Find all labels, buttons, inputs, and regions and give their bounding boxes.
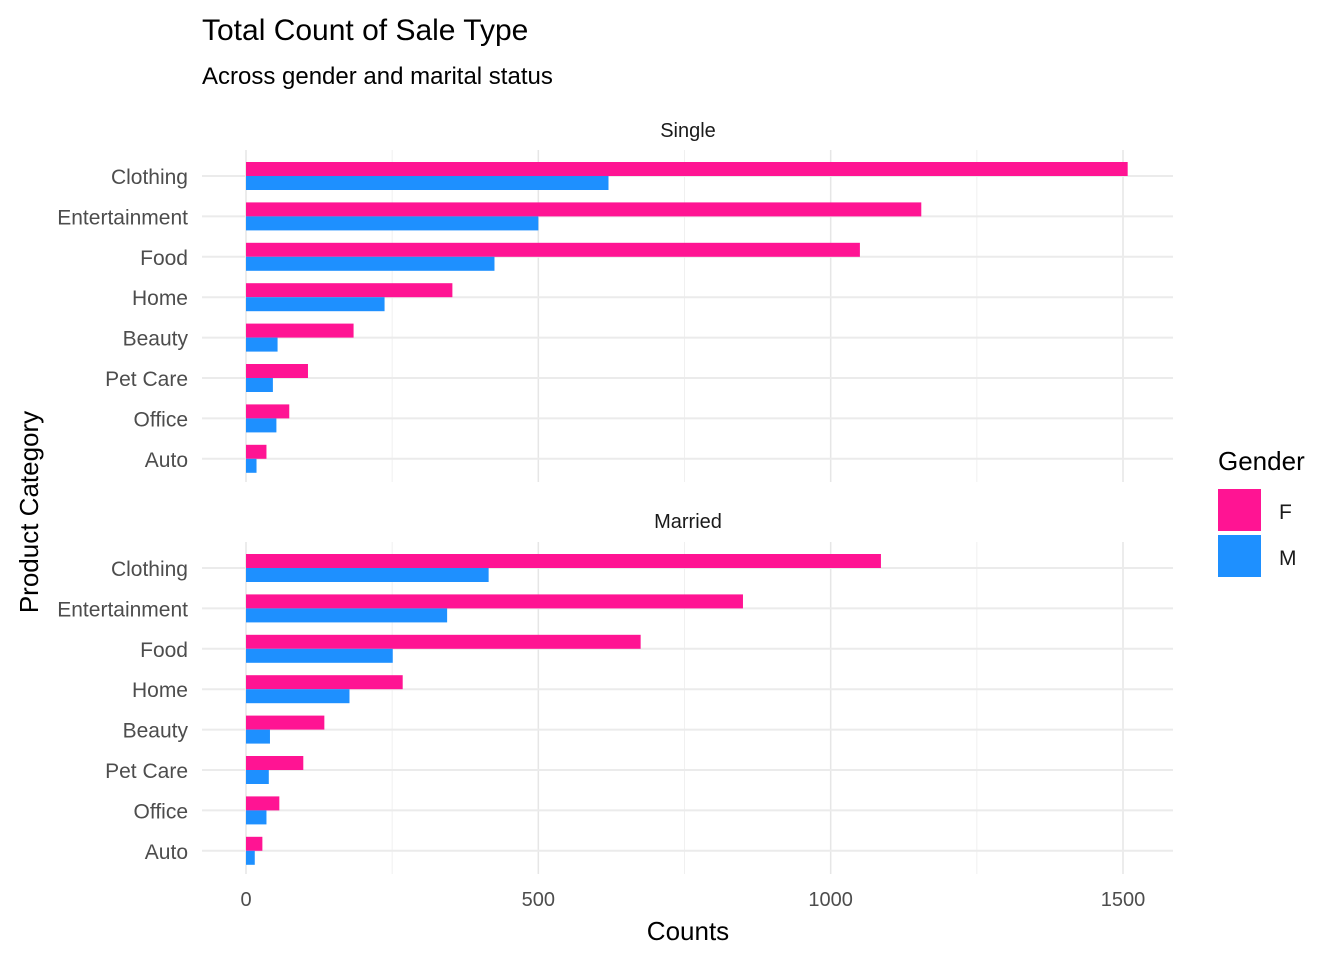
bar-f-pet-care bbox=[246, 756, 304, 770]
bar-f-entertainment bbox=[246, 202, 922, 217]
bar-m-home bbox=[246, 297, 385, 312]
facet-panels: Single Clothing Entertainment Food Home Beaut… bbox=[57, 120, 1173, 911]
category-label: Food bbox=[140, 247, 188, 270]
bar-m-office bbox=[246, 810, 267, 825]
bar-f-home bbox=[246, 675, 403, 690]
category-label: Entertainment bbox=[57, 206, 188, 229]
legend-swatch-f bbox=[1218, 489, 1261, 531]
bar-f-beauty bbox=[246, 715, 325, 730]
bar-f-office bbox=[246, 404, 290, 419]
bar-m-clothing bbox=[246, 176, 609, 190]
bar-f-clothing bbox=[246, 162, 1128, 176]
bar-m-entertainment bbox=[246, 608, 448, 623]
category-label: Pet Care bbox=[105, 368, 188, 391]
bar-f-food bbox=[246, 242, 860, 257]
chart-title: Total Count of Sale Type bbox=[202, 14, 528, 47]
facet-panel-married: Married Clothing Entertainment Food Home Beau… bbox=[57, 511, 1173, 874]
category-label: Office bbox=[134, 800, 188, 823]
bar-f-pet-care bbox=[246, 364, 308, 378]
category-label: Beauty bbox=[123, 328, 189, 351]
bar-f-office bbox=[246, 796, 280, 811]
bar-f-auto bbox=[246, 836, 263, 851]
y-axis-title: Product Category bbox=[14, 411, 44, 613]
bar-m-clothing bbox=[246, 568, 489, 582]
category-label: Office bbox=[134, 408, 188, 431]
facet-label: Single bbox=[660, 120, 716, 142]
category-label: Auto bbox=[145, 449, 188, 472]
bar-m-auto bbox=[246, 458, 257, 473]
bar-m-pet-care bbox=[246, 770, 269, 784]
bar-m-beauty bbox=[246, 337, 278, 352]
bar-m-entertainment bbox=[246, 216, 539, 231]
bar-m-beauty bbox=[246, 729, 270, 744]
legend-title: Gender bbox=[1218, 446, 1305, 476]
bar-f-clothing bbox=[246, 554, 881, 568]
chart-subtitle: Across gender and marital status bbox=[202, 63, 553, 90]
x-tick-label: 500 bbox=[522, 889, 555, 911]
legend-swatch-m bbox=[1218, 535, 1261, 577]
bar-m-pet-care bbox=[246, 378, 273, 392]
category-label: Clothing bbox=[111, 558, 188, 581]
category-label: Beauty bbox=[123, 720, 189, 743]
legend-label-m: M bbox=[1279, 547, 1297, 570]
category-label: Home bbox=[132, 679, 188, 702]
facet-label: Married bbox=[654, 511, 722, 533]
bar-f-beauty bbox=[246, 323, 354, 338]
legend: Gender FM bbox=[1218, 446, 1305, 577]
bar-f-auto bbox=[246, 444, 267, 459]
category-label: Clothing bbox=[111, 166, 188, 189]
bar-m-home bbox=[246, 689, 350, 704]
category-label: Pet Care bbox=[105, 760, 188, 783]
bar-f-home bbox=[246, 283, 453, 298]
category-label: Home bbox=[132, 287, 188, 310]
bar-f-entertainment bbox=[246, 594, 743, 609]
category-label: Auto bbox=[145, 841, 188, 864]
x-axis-title: Counts bbox=[647, 916, 729, 946]
bar-m-food bbox=[246, 648, 393, 663]
x-tick-label: 1000 bbox=[808, 889, 853, 911]
category-label: Food bbox=[140, 639, 188, 662]
bar-m-office bbox=[246, 418, 277, 433]
legend-label-f: F bbox=[1279, 501, 1292, 524]
category-label: Entertainment bbox=[57, 598, 188, 621]
facet-panel-single: Single Clothing Entertainment Food Home Beaut… bbox=[57, 120, 1173, 482]
bar-m-food bbox=[246, 256, 495, 271]
x-tick-label: 1500 bbox=[1101, 889, 1146, 911]
bar-f-food bbox=[246, 634, 641, 649]
x-tick-label: 0 bbox=[240, 889, 251, 911]
bar-m-auto bbox=[246, 850, 255, 865]
